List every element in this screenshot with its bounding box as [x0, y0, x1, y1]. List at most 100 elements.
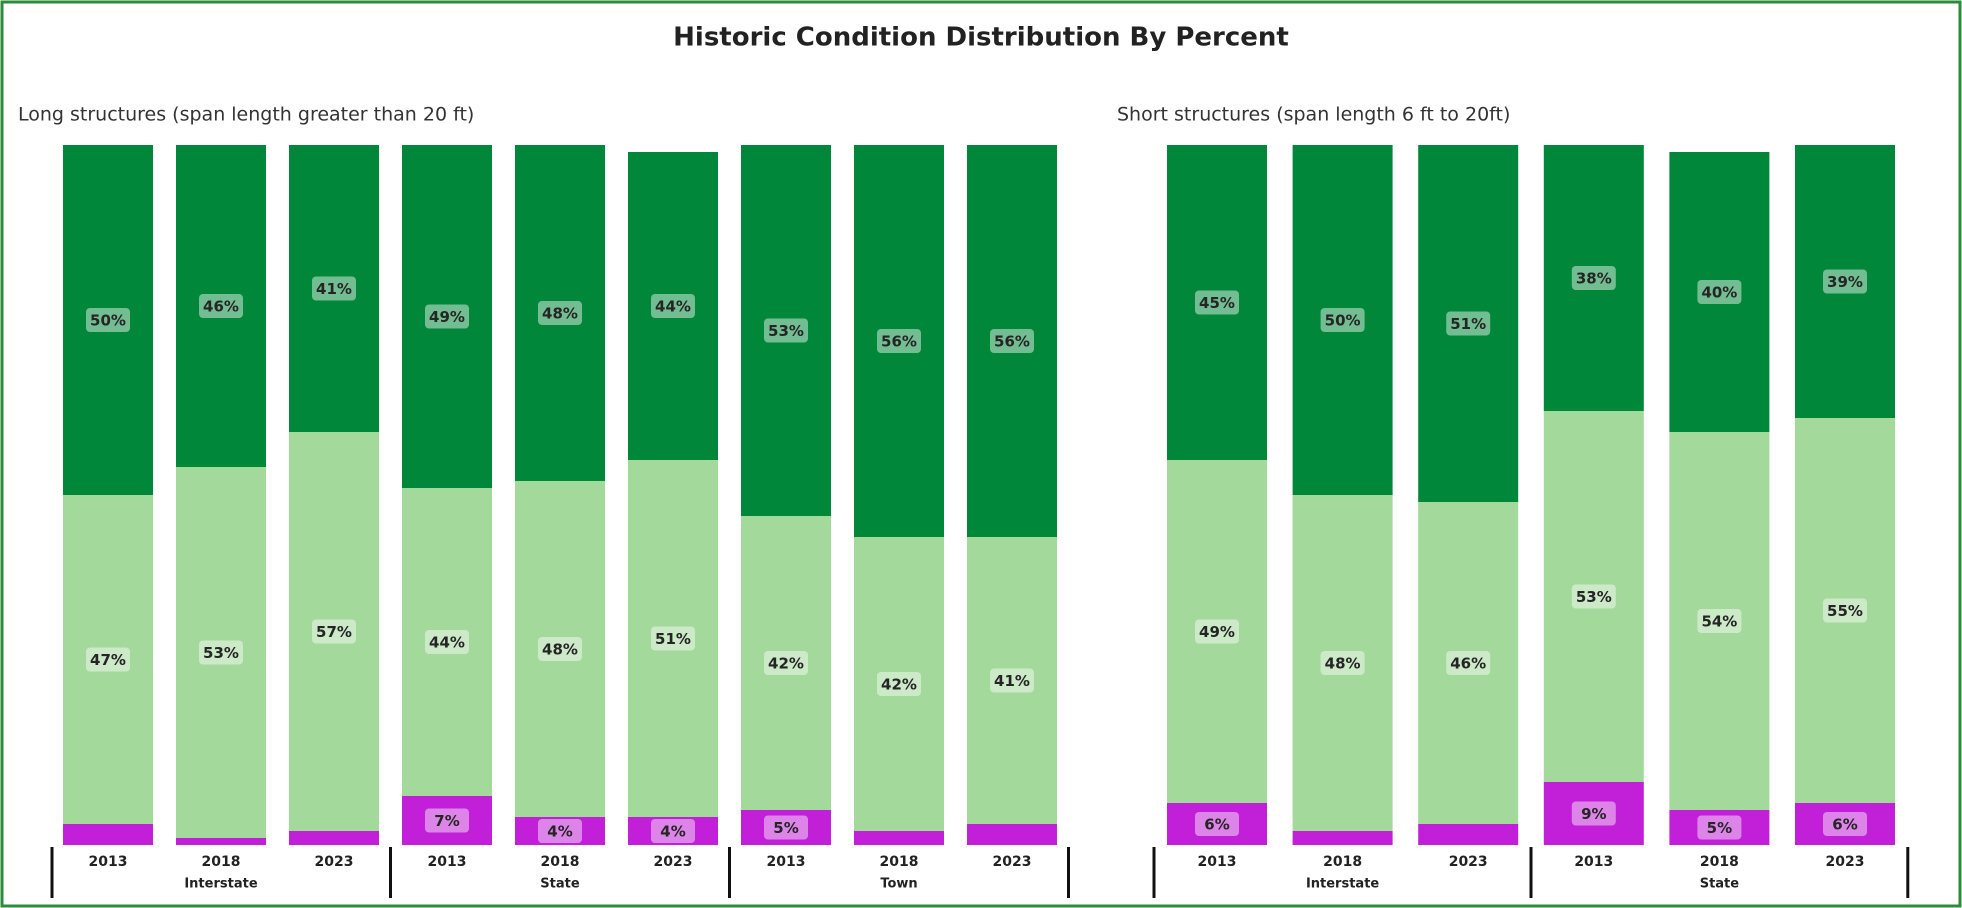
value-label-bg [1697, 815, 1742, 840]
bar-segment [176, 145, 266, 467]
value-label: 40% [1701, 284, 1737, 302]
bar-segment [854, 537, 944, 831]
value-label-bg [538, 637, 582, 661]
x-tick-label: 2023 [315, 854, 354, 870]
value-label-bg [312, 619, 356, 644]
bar-segment [1167, 460, 1267, 803]
bar-segment [854, 831, 944, 845]
value-label-bg [425, 630, 469, 654]
x-tick-label: 2018 [1323, 854, 1362, 870]
value-label: 54% [1701, 613, 1737, 631]
bar-segment [1418, 824, 1519, 845]
x-tick-label: 2018 [880, 854, 919, 870]
bar-segment [515, 481, 605, 817]
bar-segment [1418, 502, 1519, 824]
bar-segment [1795, 803, 1895, 845]
value-label-bg [425, 304, 469, 329]
value-label-bg [1571, 266, 1616, 290]
value-label: 51% [655, 630, 691, 648]
value-label-bg [990, 668, 1034, 693]
bar-segment [289, 432, 379, 831]
value-label-bg [1697, 609, 1742, 633]
value-label: 48% [542, 305, 578, 323]
bar-segment [63, 824, 153, 845]
bar-segment [289, 831, 379, 845]
value-label-bg [312, 276, 356, 301]
value-label-bg [86, 647, 130, 672]
value-label-bg [1195, 619, 1239, 644]
bar-segment [176, 838, 266, 845]
value-label-bg [1320, 651, 1365, 675]
x-tick-label: 2018 [202, 854, 241, 870]
value-label: 49% [1199, 623, 1235, 641]
bar-segment [402, 488, 492, 796]
bar-segment [402, 796, 492, 845]
value-label-bg [1195, 290, 1239, 315]
value-label: 41% [994, 672, 1030, 690]
value-label-bg [1195, 812, 1239, 836]
bar-segment [176, 467, 266, 838]
value-label: 51% [1450, 315, 1486, 333]
value-label-bg [1823, 598, 1867, 623]
bar-segment [1669, 432, 1770, 810]
value-label-bg [651, 294, 695, 318]
group-label: State [1700, 877, 1740, 892]
value-label: 56% [994, 333, 1030, 351]
value-label: 44% [429, 634, 465, 652]
x-tick-label: 2018 [1700, 854, 1739, 870]
value-label: 55% [1827, 602, 1863, 620]
x-tick-label: 2023 [1826, 854, 1865, 870]
bar-segment [1292, 145, 1393, 495]
bar-segment [854, 145, 944, 537]
value-label-bg [538, 301, 582, 325]
value-label: 48% [1325, 655, 1361, 673]
value-label: 48% [542, 641, 578, 659]
x-tick-label: 2018 [541, 854, 580, 870]
group-label: Interstate [184, 877, 257, 892]
value-label: 45% [1199, 294, 1235, 312]
value-label-bg [651, 819, 695, 843]
x-tick-label: 2013 [428, 854, 467, 870]
x-tick-label: 2023 [654, 854, 693, 870]
value-label: 44% [655, 298, 691, 316]
value-label: 49% [429, 308, 465, 326]
bar-segment [402, 145, 492, 488]
value-label: 50% [90, 312, 126, 330]
bar-segment [741, 810, 831, 845]
value-label: 41% [316, 280, 352, 298]
value-label-bg [764, 815, 808, 840]
bar-segment [63, 495, 153, 824]
chart-subtitle: Long structures (span length greater tha… [18, 104, 474, 126]
bar-segment [1795, 418, 1895, 803]
value-label-bg [1571, 584, 1616, 609]
bar-segment [515, 145, 605, 481]
bar-segment [1543, 145, 1644, 411]
group-label: Town [880, 877, 917, 892]
value-label-bg [1446, 651, 1491, 675]
value-label-bg [199, 640, 243, 665]
bar-segment [1167, 145, 1267, 460]
x-tick-label: 2023 [993, 854, 1032, 870]
value-label-bg [1571, 801, 1616, 826]
value-label: 7% [434, 812, 459, 830]
bar-segment [1669, 810, 1770, 845]
value-label-bg [86, 308, 130, 332]
value-label: 46% [1450, 655, 1486, 673]
bar-segment [1292, 495, 1393, 831]
value-label-bg [1823, 812, 1867, 836]
bar-segment [289, 145, 379, 432]
bar-segment [628, 460, 718, 817]
bar-segment [628, 817, 718, 845]
x-tick-label: 2013 [1574, 854, 1613, 870]
value-label-bg [877, 329, 921, 353]
x-tick-label: 2013 [89, 854, 128, 870]
value-label: 4% [660, 823, 685, 841]
value-label-bg [538, 819, 582, 843]
value-label: 42% [881, 676, 917, 694]
value-label: 57% [316, 623, 352, 641]
bar-segment [63, 145, 153, 495]
group-label: Interstate [1306, 877, 1379, 892]
value-label: 6% [1832, 816, 1857, 834]
x-tick-label: 2023 [1449, 854, 1488, 870]
